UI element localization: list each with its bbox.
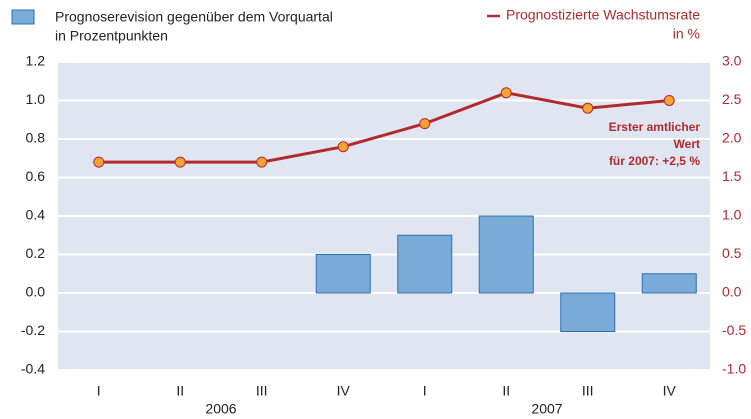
legend-swatch — [11, 9, 35, 25]
y-tick-label: 0.6 — [26, 168, 46, 184]
y2-tick-label: 1.0 — [722, 207, 742, 223]
y-tick-label: 0.8 — [26, 130, 46, 146]
annotation: für 2007: +2,5 % — [609, 154, 700, 168]
x-tick-label: III — [582, 383, 594, 399]
bar — [560, 292, 616, 332]
y-tick-label: 1.0 — [26, 91, 46, 107]
y-tick-label: 1.2 — [26, 53, 46, 69]
y2-tick-label: -1.0 — [722, 361, 746, 377]
y-tick-label: 0.4 — [26, 207, 46, 223]
y2-tick-label: 2.5 — [722, 91, 742, 107]
x-tick-label: II — [176, 383, 184, 399]
x-tick-label: II — [502, 383, 510, 399]
marker — [419, 118, 431, 130]
x-tick-label: III — [256, 383, 268, 399]
y-tick-label: -0.4 — [21, 361, 45, 377]
marker — [93, 156, 105, 168]
legend-label: Prognoserevision gegenüber dem Vorquarta… — [55, 9, 333, 25]
marker — [582, 102, 594, 114]
legend-label: in Prozentpunkten — [55, 28, 168, 44]
y2-tick-label: 2.0 — [722, 130, 742, 146]
marker — [174, 156, 186, 168]
marker — [500, 87, 512, 99]
line — [98, 91, 670, 164]
y-tick-label: 0.0 — [26, 284, 46, 300]
bar — [397, 234, 453, 294]
x-tick-label: IV — [337, 383, 351, 399]
annotation: Wert — [674, 137, 700, 151]
x-tick-label: IV — [663, 383, 677, 399]
y2-tick-label: 3.0 — [722, 53, 742, 69]
annotation: Erster amtlicher — [609, 120, 701, 134]
marker — [256, 156, 268, 168]
group-label: 2006 — [205, 401, 236, 417]
x-tick-label: I — [97, 383, 101, 399]
y2-tick-label: 0.0 — [722, 284, 742, 300]
marker — [337, 141, 349, 153]
bar — [315, 254, 371, 294]
y-tick-label: -0.2 — [21, 322, 45, 338]
legend-label: in % — [673, 26, 700, 42]
x-tick-label: I — [423, 383, 427, 399]
y2-tick-label: 1.5 — [722, 168, 742, 184]
y2-tick-label: 0.5 — [722, 245, 742, 261]
marker — [663, 95, 675, 106]
group-label: 2007 — [531, 401, 562, 417]
bar — [641, 273, 697, 294]
y-tick-label: 0.2 — [26, 245, 46, 261]
y2-tick-label: -0.5 — [722, 322, 746, 338]
legend-label: Prognostizierte Wachstumsrate — [506, 7, 700, 23]
bar — [478, 215, 534, 294]
